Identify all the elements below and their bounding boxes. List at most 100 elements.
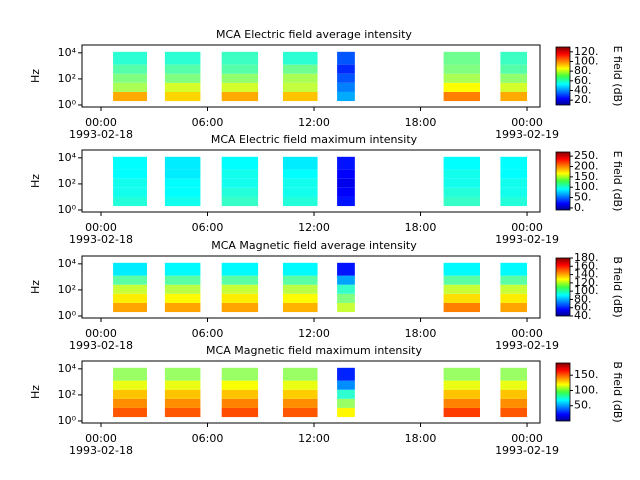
spectrogram-cell: [500, 169, 528, 179]
spectrogram-cell: [113, 407, 147, 418]
y-tick-label: 10⁴: [58, 151, 77, 164]
spectrogram-cell: [221, 302, 259, 313]
spectrogram-cell: [337, 178, 355, 188]
panel-title: MCA Magnetic field maximum intensity: [206, 344, 422, 357]
x-tick-label: 00:00: [85, 327, 117, 340]
spectrogram-cell: [113, 293, 147, 303]
spectrogram-cell: [164, 82, 201, 92]
spectrogram-cell: [164, 64, 201, 74]
spectrogram-cell: [337, 275, 355, 285]
spectrogram-cell: [221, 262, 259, 276]
spectrogram-cell: [500, 367, 528, 381]
x-tick-label: 06:00: [192, 116, 224, 129]
spectrogram-cell: [282, 367, 318, 381]
spectrogram-cell: [113, 367, 147, 381]
spectrogram-cell: [337, 398, 355, 408]
colorbar-tick-label: 100.: [574, 180, 599, 193]
spectrogram-cell: [500, 187, 528, 197]
colorbar-tick-label: 150.: [574, 368, 599, 381]
x-date-label: 1993-02-18: [69, 444, 133, 457]
spectrogram-cell: [337, 262, 355, 276]
spectrogram-cell: [221, 367, 259, 381]
spectrogram-cell: [164, 196, 201, 207]
x-tick-label: 12:00: [298, 327, 330, 340]
spectrogram-cell: [282, 187, 318, 197]
spectrogram-cell: [113, 275, 147, 285]
spectrogram-cell: [282, 91, 318, 102]
x-date-label: 1993-02-19: [495, 233, 559, 246]
spectrogram-cell: [164, 398, 201, 408]
spectrogram-cell: [282, 64, 318, 74]
spectrogram-cell: [164, 407, 201, 418]
colorbar-tick-label: 120.: [574, 276, 599, 289]
y-tick-label: 10²: [58, 72, 76, 85]
spectrogram-cell: [337, 302, 355, 313]
panel-title: MCA Magnetic field average intensity: [211, 239, 417, 252]
spectrogram-cell: [113, 389, 147, 399]
spectrogram-cell: [282, 380, 318, 390]
spectrogram-cell: [113, 302, 147, 313]
x-date-label: 1993-02-19: [495, 444, 559, 457]
colorbar-tick-label: 0.: [574, 201, 585, 214]
spectrogram-cell: [282, 275, 318, 285]
spectrogram-cell: [282, 398, 318, 408]
spectrogram-cell: [500, 262, 528, 276]
spectrogram-cell: [500, 64, 528, 74]
spectrogram-cell: [337, 187, 355, 197]
spectrogram-cell: [221, 284, 259, 294]
spectrogram-cell: [164, 275, 201, 285]
x-tick-label: 06:00: [192, 432, 224, 445]
spectrogram-cell: [500, 293, 528, 303]
spectrogram-cell: [282, 262, 318, 276]
spectrogram-cell: [113, 187, 147, 197]
y-tick-label: 10⁰: [58, 309, 77, 322]
spectrogram-cell: [221, 64, 259, 74]
spectrogram-cell: [500, 275, 528, 285]
spectrogram-cell: [500, 51, 528, 65]
spectrogram-cell: [443, 284, 480, 294]
spectrogram-cell: [164, 169, 201, 179]
spectrogram-cell: [164, 51, 201, 65]
spectrogram-cell: [113, 398, 147, 408]
spectrogram-cell: [443, 398, 480, 408]
spectrogram-cell: [282, 196, 318, 207]
colorbar-tick-label: 80.: [574, 292, 592, 305]
spectrogram-cell: [443, 169, 480, 179]
spectrogram-cell: [500, 178, 528, 188]
spectrogram-cell: [337, 407, 355, 418]
spectrogram-cell: [164, 262, 201, 276]
x-tick-label: 18:00: [405, 432, 437, 445]
x-tick-label: 12:00: [298, 221, 330, 234]
spectrogram-cell: [337, 196, 355, 207]
spectrogram-cell: [500, 407, 528, 418]
spectrogram-cell: [113, 51, 147, 65]
colorbar-label: E field (dB): [611, 151, 624, 212]
x-tick-label: 12:00: [298, 432, 330, 445]
spectrogram-cell: [500, 156, 528, 170]
spectrogram-cell: [164, 187, 201, 197]
spectrogram-cell: [282, 82, 318, 92]
panel-title: MCA Electric field average intensity: [216, 28, 412, 41]
colorbar-label: B field (dB): [611, 256, 624, 317]
x-date-label: 1993-02-18: [69, 339, 133, 352]
x-tick-label: 06:00: [192, 327, 224, 340]
spectrogram-cell: [164, 380, 201, 390]
y-tick-label: 10⁰: [58, 414, 77, 427]
spectrogram-cell: [164, 302, 201, 313]
spectrogram-cell: [221, 156, 259, 170]
x-date-label: 1993-02-19: [495, 128, 559, 141]
spectrogram-cell: [443, 64, 480, 74]
spectrogram-cell: [282, 407, 318, 418]
colorbar-tick-label: 250.: [574, 149, 599, 162]
spectrogram-cell: [337, 293, 355, 303]
colorbar-tick-label: 150.: [574, 170, 599, 183]
spectrogram-cell: [443, 293, 480, 303]
spectrogram-cell: [221, 73, 259, 83]
spectrogram-cell: [443, 389, 480, 399]
spectrogram-cell: [282, 51, 318, 65]
axes-frame: [81, 149, 541, 213]
spectrogram-cell: [164, 293, 201, 303]
y-axis-label: Hz: [29, 174, 42, 188]
colorbar-tick-label: 100.: [574, 284, 599, 297]
spectrogram-cell: [500, 398, 528, 408]
